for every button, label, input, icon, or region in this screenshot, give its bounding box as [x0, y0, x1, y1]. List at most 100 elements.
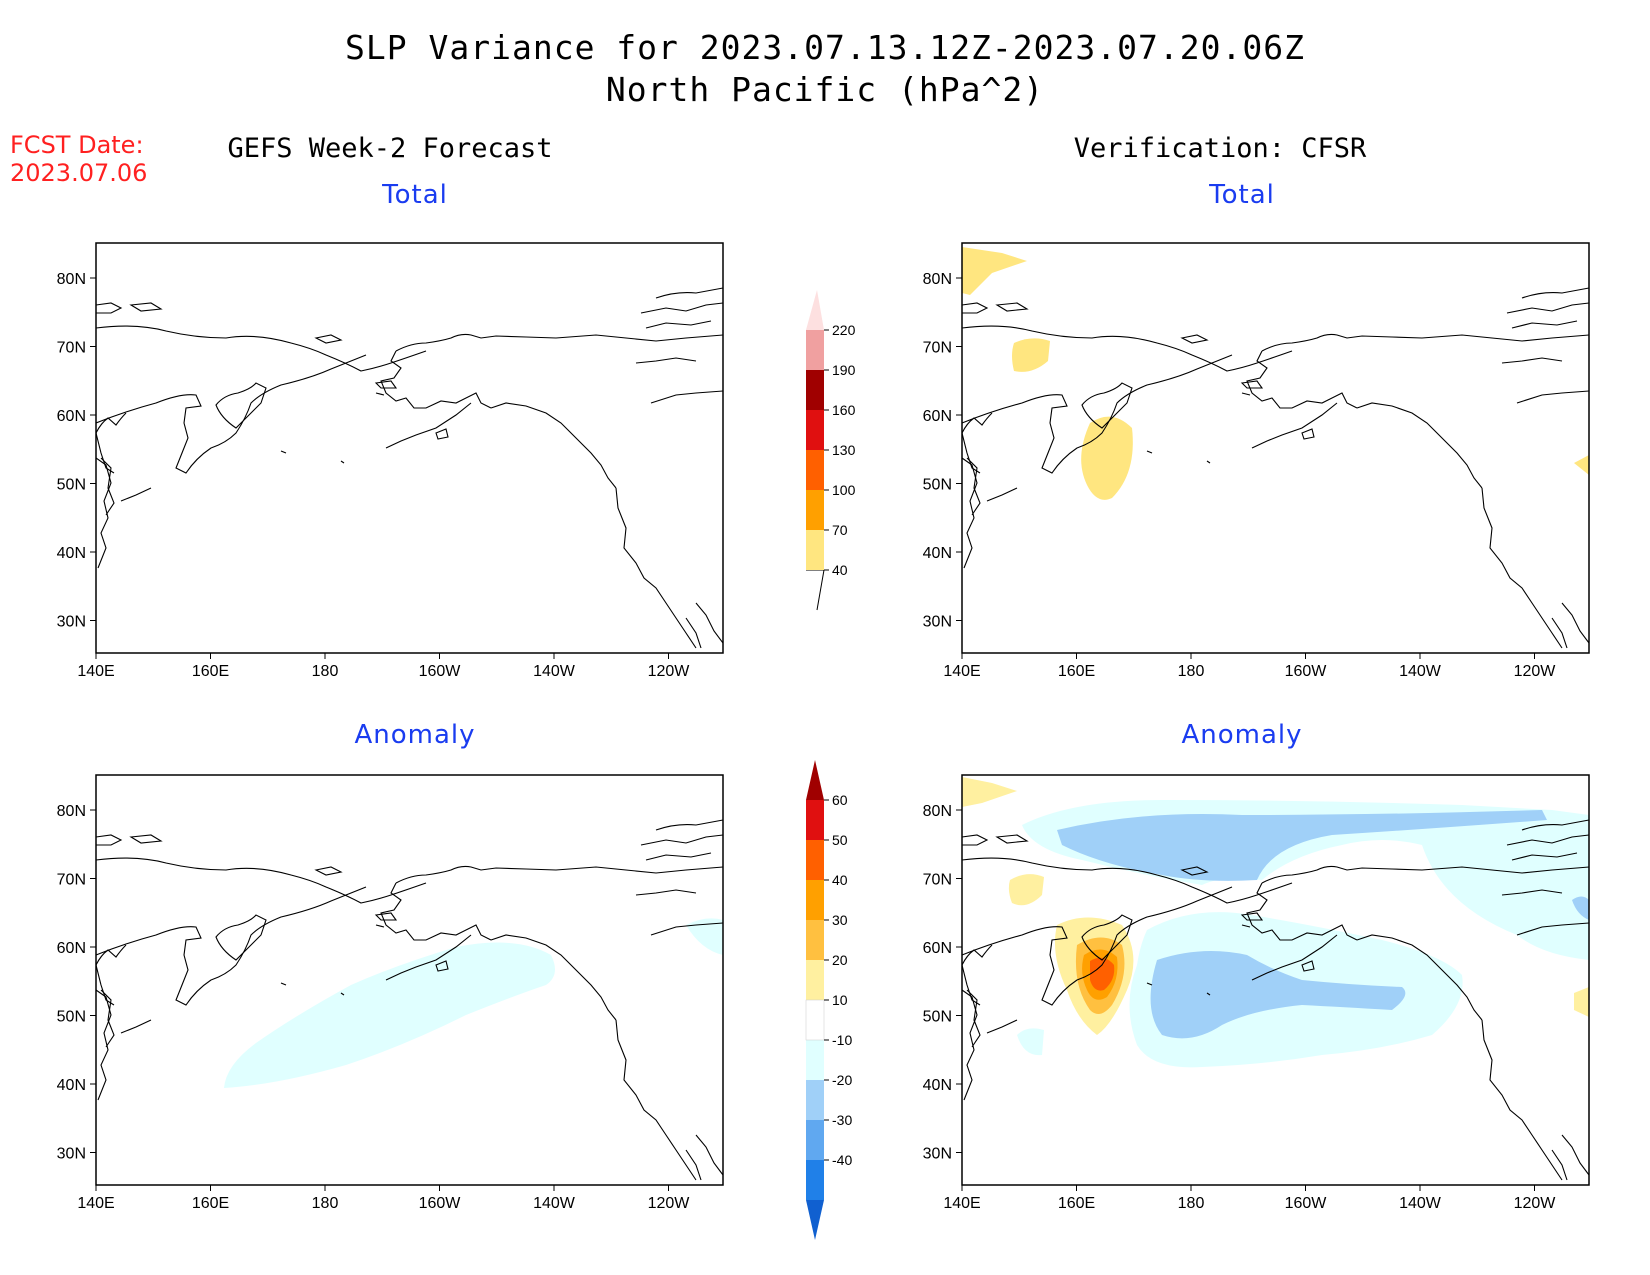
colorbar-level-label: 100 [832, 482, 856, 498]
colorbar-segment [806, 1080, 824, 1120]
colorbar-level-label: 50 [832, 832, 848, 848]
lon-tick-label: 140W [533, 1195, 576, 1212]
colorbar-level-label: -40 [832, 1152, 852, 1168]
colorbar-segment [806, 1160, 824, 1200]
colorbar-level-label: 20 [832, 952, 848, 968]
lat-tick-label: 70N [57, 872, 86, 889]
panel-cfsr-anomaly [961, 774, 1590, 1186]
lon-tick-label: 160W [1285, 663, 1328, 680]
lon-tick-label: 140E [77, 663, 114, 680]
colorbar-level-label: 40 [832, 872, 848, 888]
panel-subtitle-cfsr-anomaly: Anomaly [1181, 720, 1303, 750]
coastline [96, 287, 723, 649]
lon-tick-label: 160W [1285, 1195, 1328, 1212]
lon-tick-label: 180 [312, 1195, 339, 1212]
colorbar-segment [806, 490, 824, 530]
colorbar-segment [806, 840, 824, 880]
colorbar-level-label: 70 [832, 522, 848, 538]
lon-tick-label: 140W [1399, 663, 1442, 680]
colorbar-level-label: 30 [832, 912, 848, 928]
colorbar-level-label: 130 [832, 442, 856, 458]
colorbar-level-label: 60 [832, 792, 848, 808]
lat-tick-label: 30N [57, 614, 86, 631]
lat-tick-label: 80N [57, 271, 86, 288]
colorbar-upper-arrow [806, 290, 824, 330]
contour-fills [962, 777, 1589, 1068]
colorbar-level-label: -10 [832, 1032, 852, 1048]
colorbar-level-label: 40 [832, 562, 848, 578]
lon-tick-label: 160E [1058, 663, 1095, 680]
lat-tick-label: 50N [923, 1009, 952, 1026]
panel-subtitle-gefs-anomaly: Anomaly [354, 720, 476, 750]
colorbar-segment [806, 1040, 824, 1080]
axis-labels: 140E 160E 180 160W 140W 120W 80N 70N 60N 50N 40N 30… [57, 271, 1557, 1212]
lat-tick-label: 50N [57, 1009, 86, 1026]
colorbar-level-label: -30 [832, 1112, 852, 1128]
lat-tick-label: 50N [923, 477, 952, 494]
lat-tick-label: 40N [57, 1077, 86, 1094]
lat-tick-label: 70N [923, 340, 952, 357]
colorbar-level-label: 220 [832, 322, 856, 338]
lat-tick-label: 40N [57, 545, 86, 562]
colorbar-level-label: -20 [832, 1072, 852, 1088]
lon-tick-label: 120W [648, 663, 691, 680]
lon-tick-label: 140E [943, 663, 980, 680]
colorbar-level-label: 190 [832, 362, 856, 378]
lon-tick-label: 160W [419, 663, 462, 680]
chart-title: SLP Variance for 2023.07.13.12Z-2023.07.… [345, 28, 1305, 67]
colorbar-level-label: 10 [832, 992, 848, 1008]
lon-tick-label: 180 [312, 663, 339, 680]
lon-tick-label: 160E [1058, 1195, 1095, 1212]
lon-tick-label: 140E [77, 1195, 114, 1212]
column-title-cfsr: Verification: CFSR [1073, 133, 1367, 164]
lat-tick-label: 70N [923, 872, 952, 889]
lon-tick-label: 140E [943, 1195, 980, 1212]
colorbar-level-label: 160 [832, 402, 856, 418]
panel-gefs-total [95, 242, 724, 654]
lat-tick-label: 60N [57, 940, 86, 957]
lat-tick-label: 40N [923, 1077, 952, 1094]
colorbar-segment [806, 370, 824, 410]
lon-tick-label: 160E [192, 663, 229, 680]
lat-tick-label: 30N [923, 614, 952, 631]
coastline [961, 287, 1590, 649]
chart-subtitle: North Pacific (hPa^2) [605, 70, 1045, 109]
lat-tick-label: 30N [57, 1146, 86, 1163]
colorbar-segment [806, 1120, 824, 1160]
lon-tick-label: 160E [192, 1195, 229, 1212]
colorbar-segment [806, 880, 824, 920]
lon-tick-label: 160W [419, 1195, 462, 1212]
colorbar-anomaly: 60 50 40 30 20 10 -10 -20 -30 -40 [805, 760, 852, 1240]
lat-tick-label: 80N [923, 271, 952, 288]
lat-tick-label: 60N [57, 408, 86, 425]
lon-tick-label: 120W [648, 1195, 691, 1212]
lat-tick-label: 60N [923, 408, 952, 425]
lon-tick-label: 140W [1399, 1195, 1442, 1212]
colorbar-segment [806, 410, 824, 450]
colorbar-lower-arrow [806, 569, 825, 611]
colorbar-segment [806, 330, 824, 370]
contour-fills [224, 918, 723, 1088]
colorbar-lower-arrow [806, 1200, 824, 1240]
colorbar-segment [806, 450, 824, 490]
panel-subtitle-gefs-total: Total [382, 180, 448, 210]
colorbar-neutral-outline [805, 999, 825, 1041]
colorbar-segment [806, 920, 824, 960]
lon-tick-label: 120W [1514, 663, 1557, 680]
colorbar-segment [806, 1000, 824, 1040]
panel-gefs-anomaly [95, 774, 724, 1186]
lat-tick-label: 70N [57, 340, 86, 357]
lat-tick-label: 50N [57, 477, 86, 494]
lon-tick-label: 180 [1178, 1195, 1205, 1212]
lat-tick-label: 80N [923, 803, 952, 820]
lon-tick-label: 120W [1514, 1195, 1557, 1212]
colorbar-total: 40 70 100 130 160 190 220 [806, 290, 856, 611]
contour-fills [962, 247, 1589, 500]
lon-tick-label: 180 [1178, 663, 1205, 680]
colorbar-segment [806, 800, 824, 840]
lat-tick-label: 60N [923, 940, 952, 957]
colorbar-segment [806, 960, 824, 1000]
lat-tick-label: 30N [923, 1146, 952, 1163]
column-title-gefs: GEFS Week-2 Forecast [227, 133, 553, 164]
